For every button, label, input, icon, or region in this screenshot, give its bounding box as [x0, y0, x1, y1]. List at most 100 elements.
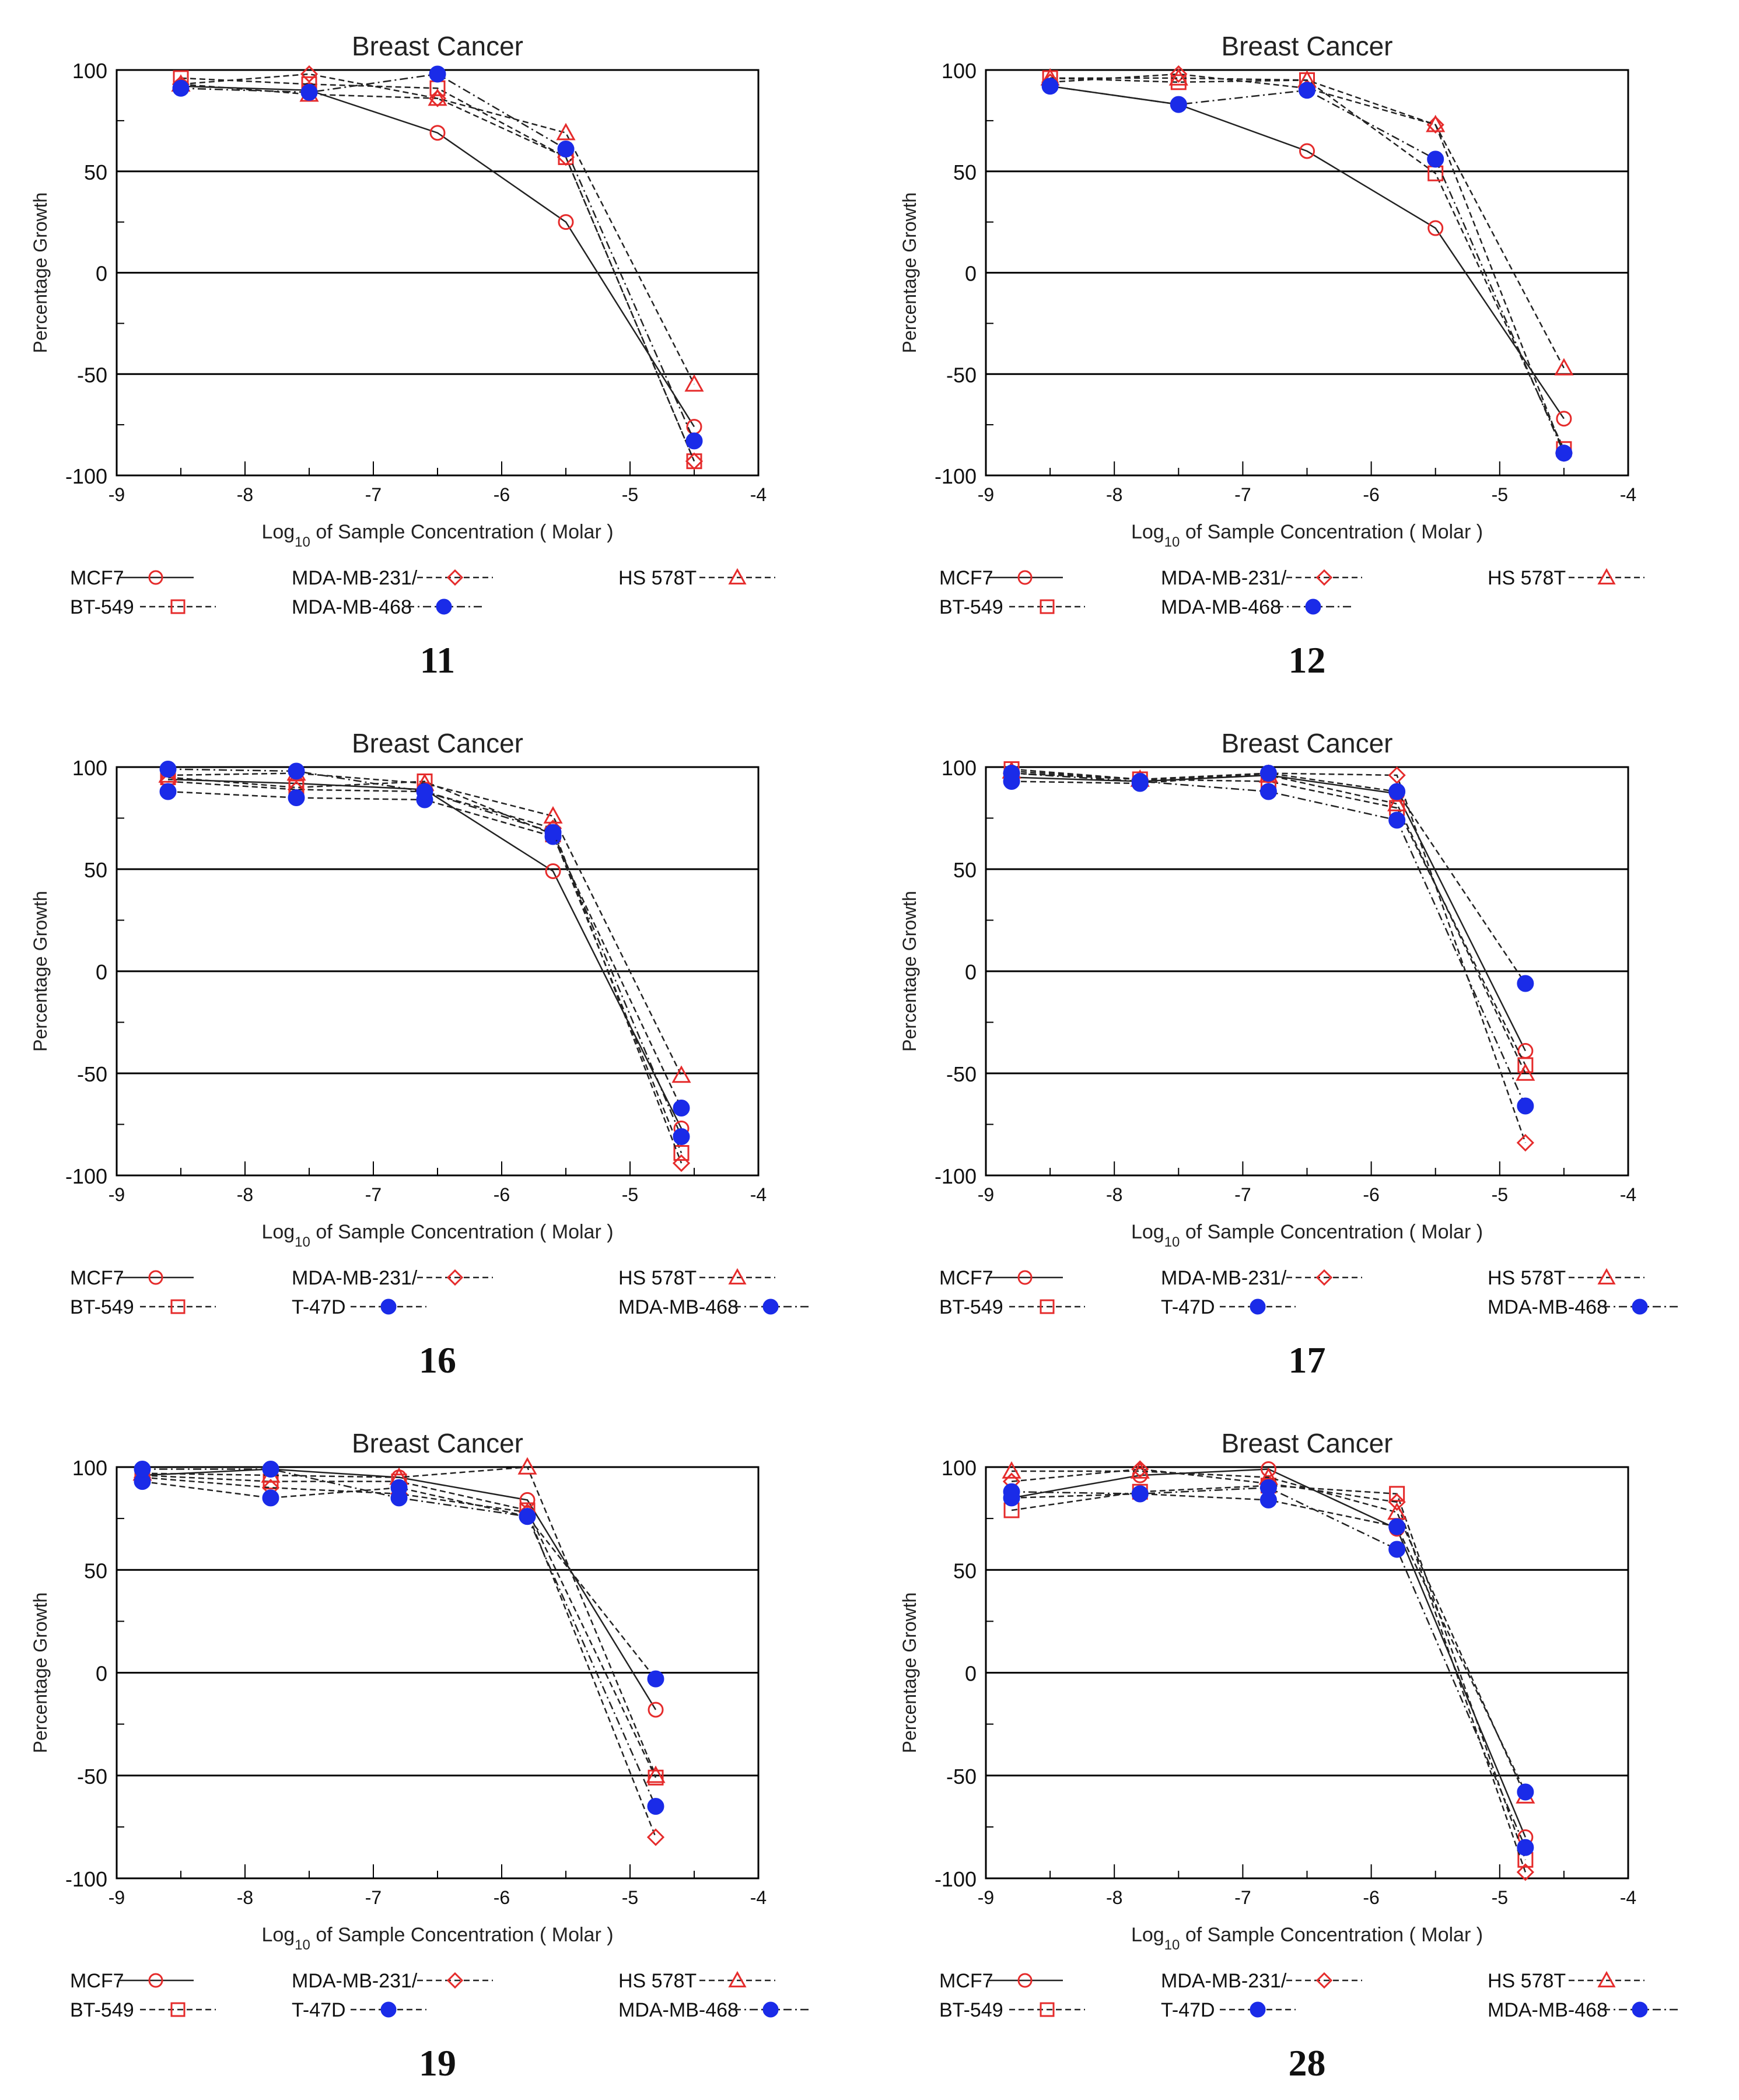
point-mda-mb-468: [647, 1798, 664, 1815]
point-mda-mb-468: [557, 141, 575, 158]
x-tick-label: -4: [1620, 1887, 1636, 1908]
y-tick-label: 100: [72, 59, 107, 83]
point-mda-mb-231: [300, 65, 319, 83]
y-tick-label: 100: [942, 756, 977, 780]
y-tick-label: 50: [84, 858, 107, 882]
series-line-mda-mb-231: [142, 1476, 657, 1838]
legend-label-hs-578t: HS 578T: [1488, 567, 1566, 589]
y-tick-label: 50: [953, 160, 977, 184]
series-line-hs-578t: [1012, 1470, 1526, 1797]
point-mda-mb-468: [1041, 78, 1059, 95]
legend-label-hs-578t: HS 578T: [618, 567, 697, 589]
legend-marker-hs-578t: [1597, 1971, 1616, 1987]
x-tick-label: -9: [978, 1184, 994, 1205]
legend-label-t-47d: T-47D: [292, 1296, 346, 1318]
legend-marker-bt-549: [170, 2002, 186, 2017]
x-tick-label: -5: [1492, 484, 1508, 505]
series-line-hs-578t: [167, 772, 683, 1076]
legend-marker-mcf7: [148, 570, 163, 585]
y-tick-label: 0: [96, 960, 107, 984]
series-line-t-47d: [1011, 1493, 1526, 1793]
y-tick-label: 50: [84, 1559, 107, 1583]
series-line-bt-549: [142, 1474, 657, 1778]
x-tick-label: -9: [109, 484, 125, 505]
point-t-47d: [647, 1670, 664, 1688]
point-mcf7: [519, 1492, 536, 1508]
legend-label-mda-mb-231: MDA-MB-231/: [1161, 567, 1287, 589]
point-hs-578t: [1002, 1461, 1021, 1479]
legend-marker-mda-mb-468: [1305, 598, 1321, 615]
x-axis-label-log: Log: [1131, 1221, 1164, 1243]
x-axis-label-log: Log: [1131, 521, 1164, 543]
x-tick-label: -8: [237, 1184, 253, 1205]
y-tick-label: -50: [77, 363, 107, 387]
legend-label-mcf7: MCF7: [939, 1970, 993, 1992]
series-line-mda-mb-231: [167, 780, 683, 1164]
y-axis-label: Percentage Growth: [30, 891, 51, 1052]
point-t-47d: [1259, 765, 1277, 782]
y-axis-label: Percentage Growth: [30, 192, 51, 354]
x-axis-label-log: Log: [261, 521, 295, 543]
x-axis-label: Log10 of Sample Concentration ( Molar ): [261, 521, 613, 550]
legend-label-t-47d: T-47D: [1161, 1296, 1215, 1318]
point-mda-mb-468: [1299, 82, 1315, 99]
point-mcf7: [1556, 411, 1572, 427]
legend-label-hs-578t: HS 578T: [1488, 1970, 1566, 1992]
legend-marker-mcf7: [148, 1973, 163, 1988]
x-tick-label: -8: [1106, 1184, 1122, 1205]
legend-marker-t-47d: [380, 1298, 397, 1315]
legend-label-bt-549: BT-549: [70, 1296, 134, 1318]
series-line-mda-mb-231: [180, 73, 695, 462]
x-tick-label: -7: [365, 1887, 382, 1908]
point-mda-mb-468: [300, 83, 318, 101]
legend-label-hs-578t: HS 578T: [1488, 1267, 1566, 1289]
legend-label-mcf7: MCF7: [70, 1970, 124, 1992]
point-mda-mb-468: [1517, 1097, 1534, 1115]
legend-label-bt-549: BT-549: [939, 596, 1003, 618]
plot-frame: [116, 1466, 760, 1880]
series-line-mda-mb-468: [180, 73, 695, 442]
y-axis-label: Percentage Growth: [30, 1592, 51, 1754]
y-tick-label: 100: [942, 1456, 977, 1480]
legend-label-mda-mb-468: MDA-MB-468: [618, 1296, 739, 1318]
x-tick-label: -8: [237, 1887, 253, 1908]
x-tick-label: -8: [237, 484, 253, 505]
legend-marker-mda-mb-231: [446, 1269, 464, 1286]
y-tick-label: -50: [946, 1062, 977, 1086]
legend-marker-mda-mb-231: [1315, 569, 1333, 586]
chart-title: Breast Cancer: [352, 1428, 523, 1458]
point-mda-mb-468: [429, 65, 446, 83]
legend-marker-t-47d: [1250, 2001, 1266, 2018]
legend-marker-bt-549: [1040, 599, 1055, 614]
x-tick-label: -9: [978, 484, 994, 505]
point-mda-mb-231: [1131, 1460, 1149, 1478]
chart-panel-19: Breast Cancer -100 -50 0 50 100 -9 -8 -7 -6 -5 -4 Pe…: [30, 1428, 809, 2084]
point-mda-mb-468: [685, 432, 703, 450]
x-axis-label-subscript: 10: [295, 1937, 310, 1953]
y-tick-label: 0: [965, 960, 977, 984]
x-axis-label-rest: of Sample Concentration ( Molar ): [1180, 1924, 1483, 1946]
x-axis-label-subscript: 10: [295, 1234, 310, 1250]
legend-marker-mda-mb-468: [436, 598, 452, 615]
point-mda-mb-468: [1131, 773, 1149, 790]
y-tick-label: 50: [953, 858, 977, 882]
point-mda-mb-468: [1517, 1839, 1534, 1856]
point-t-47d: [262, 1489, 279, 1507]
point-hs-578t: [1516, 1063, 1535, 1081]
point-bt-549: [673, 1145, 690, 1161]
legend-marker-mcf7: [148, 1270, 163, 1285]
point-mda-mb-468: [172, 79, 190, 97]
chart-panel-28: Breast Cancer -100 -50 0 50 100 -9 -8 -7 -6 -5 -4 Pe…: [899, 1428, 1678, 2084]
y-tick-label: -100: [65, 1867, 107, 1891]
chart-title: Breast Cancer: [1221, 1428, 1392, 1458]
point-mda-mb-468: [1131, 1485, 1149, 1503]
point-bt-549: [1389, 1486, 1405, 1502]
point-mcf7: [429, 125, 446, 141]
point-mda-mb-468: [390, 1489, 408, 1507]
chart-panel-17: Breast Cancer -100 -50 0 50 100 -9 -8 -7 -6 -5 -4 Pe…: [899, 728, 1678, 1381]
y-axis-label: Percentage Growth: [899, 1592, 920, 1754]
series-line-hs-578t: [142, 1466, 657, 1776]
series-line-t-47d: [167, 790, 683, 1109]
x-tick-label: -4: [750, 484, 767, 505]
